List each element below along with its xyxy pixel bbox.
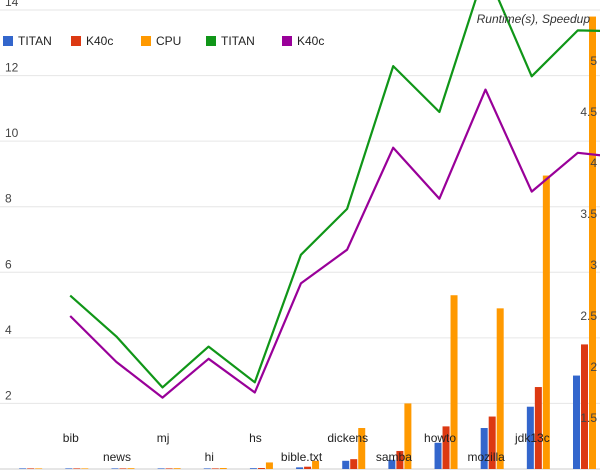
y-right-tick-label: 1.5 <box>580 411 597 425</box>
bar-k40c <box>304 466 312 469</box>
x-tick-label: hs <box>249 431 262 445</box>
x-tick-label: mozilla <box>468 450 506 464</box>
bar-titan <box>296 467 304 469</box>
x-tick-label: howto <box>424 431 456 445</box>
line-k40c <box>69 88 600 399</box>
bar-titan <box>342 460 350 469</box>
x-tick-label: mj <box>157 431 170 445</box>
legend-swatch-line <box>206 36 216 46</box>
bar-k40c <box>119 468 127 469</box>
bar-cpu <box>358 428 366 469</box>
bar-cpu <box>404 403 412 469</box>
x-tick-label: dickens <box>327 431 368 445</box>
y-right-tick-label: 4 <box>590 156 597 170</box>
bar-k40c <box>27 468 35 469</box>
bar-titan <box>65 468 73 469</box>
y-right-tick-label: 2 <box>590 360 597 374</box>
legend-label: TITAN <box>18 34 52 48</box>
gridlines <box>0 9 600 470</box>
legend-swatch-bar <box>3 36 13 46</box>
bars <box>19 16 596 470</box>
legend-swatch-bar <box>71 36 81 46</box>
x-tick-label: bib <box>63 431 79 445</box>
bar-titan <box>157 468 165 469</box>
y-right-tick-label: 5 <box>590 54 597 68</box>
x-tick-label: samba <box>376 450 412 464</box>
y-left-tick-label: 12 <box>5 61 19 75</box>
legend-label: K40c <box>297 34 324 48</box>
bar-k40c <box>534 387 542 469</box>
bar-k40c <box>73 468 81 469</box>
y-right-tick-label: 3.5 <box>580 207 597 221</box>
y-left-tick-label: 14 <box>5 0 19 9</box>
bar-titan <box>249 468 257 469</box>
y-right-tick-label: 4.5 <box>580 105 597 119</box>
legend: TITAN K40c CPU TITAN K40c <box>3 34 324 48</box>
bar-titan <box>480 428 488 469</box>
bar-titan <box>526 406 534 469</box>
chart-title: Runtime(s), Speedup <box>477 12 591 26</box>
bar-titan <box>573 375 580 469</box>
bar-cpu <box>219 468 227 469</box>
x-tick-label: news <box>103 450 131 464</box>
y-axis-right: 1.5 2 2.5 3 3.5 4 4.5 5 <box>580 54 597 425</box>
bar-cpu <box>81 468 89 469</box>
bar-titan <box>434 442 442 469</box>
legend-swatch-bar <box>141 36 151 46</box>
x-tick-label: bible.txt <box>281 450 323 464</box>
bar-cpu <box>589 16 596 470</box>
bar-cpu <box>496 308 504 469</box>
bar-cpu <box>35 468 43 469</box>
bar-cpu <box>542 175 550 469</box>
y-left-tick-label: 4 <box>5 323 12 337</box>
legend-swatch-line <box>282 36 292 46</box>
bar-cpu <box>127 468 135 469</box>
legend-label: CPU <box>156 34 181 48</box>
y-right-tick-label: 2.5 <box>580 309 597 323</box>
bar-cpu <box>312 460 320 469</box>
bar-titan <box>203 468 211 469</box>
x-tick-label: jdk13c <box>514 431 550 445</box>
speedup-lines <box>69 0 600 399</box>
x-axis-labels: bib news mj hi hs bible.txt dickens samba howtom… <box>63 431 550 464</box>
y-left-tick-label: 2 <box>5 388 12 402</box>
bar-titan <box>111 468 119 469</box>
bar-k40c <box>350 459 358 469</box>
legend-label: TITAN <box>221 34 255 48</box>
y-left-tick-label: 8 <box>5 192 12 206</box>
bar-k40c <box>581 344 588 469</box>
bar-k40c <box>442 426 450 469</box>
y-left-tick-label: 6 <box>5 257 12 271</box>
bar-cpu <box>450 295 458 469</box>
bar-titan <box>388 459 396 469</box>
bar-k40c <box>488 416 496 469</box>
legend-label: K40c <box>86 34 113 48</box>
bar-k40c <box>165 468 173 469</box>
line-titan <box>69 0 600 389</box>
y-right-tick-label: 3 <box>590 258 597 272</box>
bar-k40c <box>396 450 404 469</box>
bar-titan <box>19 468 27 469</box>
bar-cpu <box>265 462 273 469</box>
y-axis-left: 2 4 6 8 10 12 14 <box>5 0 19 402</box>
bar-cpu <box>173 468 181 469</box>
bar-k40c <box>257 468 265 469</box>
y-left-tick-label: 10 <box>5 126 19 140</box>
bar-k40c <box>211 468 219 469</box>
x-tick-label: hi <box>205 450 214 464</box>
